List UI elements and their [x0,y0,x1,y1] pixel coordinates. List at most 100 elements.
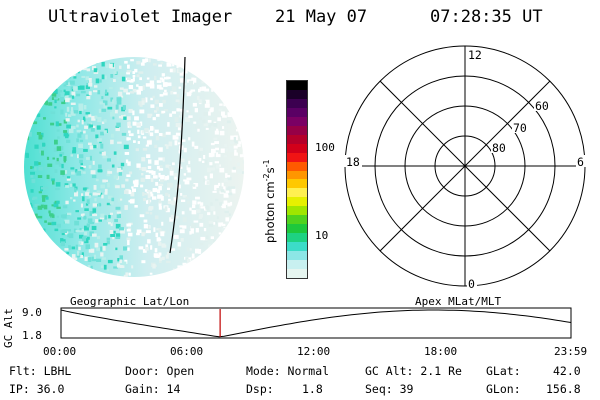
speckle-pixel [158,185,162,191]
speckle-pixel [90,170,96,175]
speckle-pixel [85,76,89,81]
speckle-pixel [150,104,155,108]
speckle-pixel [121,184,125,188]
speckle-pixel [51,178,55,182]
speckle-pixel [177,196,182,200]
speckle-pixel [116,100,122,105]
speckle-pixel [109,200,114,205]
speckle-pixel [66,139,71,143]
speckle-pixel [72,150,77,154]
speckle-pixel [183,83,187,86]
speckle-pixel [75,244,78,250]
speckle-pixel [202,119,206,124]
speckle-pixel [87,218,93,223]
speckle-pixel [132,71,136,74]
speckle-pixel [79,85,85,90]
speckle-pixel [167,122,170,127]
speckle-pixel [136,229,142,233]
speckle-pixel [62,205,68,209]
speckle-pixel [159,259,162,263]
speckle-pixel [156,228,161,231]
speckle-pixel [108,218,113,224]
speckle-pixel [161,73,165,77]
colorbar-swatch [287,125,307,135]
speckle-pixel [160,231,165,237]
terminator-line [169,56,186,254]
speckle-pixel [110,212,113,215]
speckle-pixel [73,228,77,233]
speckle-pixel [70,86,75,92]
speckle-pixel [155,182,159,186]
timeline-left-title: Geographic Lat/Lon [70,295,190,308]
speckle-pixel [142,136,147,139]
speckle-pixel [114,218,118,223]
speckle-pixel [161,110,166,114]
info-door: Door: Open [125,364,195,378]
speckle-pixel [121,166,126,170]
speckle-pixel [100,265,104,268]
speckle-pixel [71,254,76,259]
speckle-pixel [53,147,59,152]
speckle-pixel [196,95,200,100]
speckle-pixel [204,175,208,180]
speckle-pixel [102,246,106,251]
speckle-pixel [93,254,96,259]
speckle-pixel [64,134,70,137]
speckle-pixel [210,167,215,171]
speckle-pixel [228,192,233,196]
speckle-pixel [242,171,244,174]
speckle-pixel [160,62,163,65]
speckle-pixel [122,105,126,110]
speckle-pixel [224,210,229,214]
speckle-pixel [78,241,82,245]
speckle-pixel [30,189,34,193]
speckle-pixel [166,252,170,255]
speckle-pixel [214,141,219,144]
speckle-pixel [61,100,66,105]
colorbar [286,80,308,279]
speckle-pixel [47,208,50,211]
speckle-pixel [106,237,111,241]
speckle-pixel [195,228,199,233]
speckle-pixel [128,133,134,137]
speckle-pixel [124,205,128,210]
speckle-pixel [209,162,213,166]
info-gc-alt: GC Alt: 2.1 Re [365,364,462,378]
speckle-pixel [147,190,151,193]
speckle-pixel [199,242,204,246]
speckle-pixel [203,228,207,232]
speckle-pixel [96,193,101,196]
speckle-pixel [153,227,156,232]
speckle-pixel [160,174,165,180]
speckle-pixel [180,193,183,196]
speckle-pixel [231,169,236,173]
speckle-pixel [168,165,171,170]
speckle-pixel [193,121,197,124]
colorbar-swatch [287,206,307,216]
speckle-pixel [146,200,149,204]
speckle-pixel [48,102,53,106]
speckle-pixel [76,124,79,128]
speckle-pixel [70,102,76,105]
speckle-pixel [215,147,219,151]
speckle-pixel [67,229,71,232]
speckle-pixel [126,174,131,177]
speckle-pixel [115,233,121,238]
speckle-pixel [36,113,41,118]
speckle-pixel [51,214,55,218]
speckle-pixel [73,76,77,79]
timeline-xtick-0: 00:00 [43,345,77,358]
speckle-pixel [164,144,168,147]
speckle-pixel [112,116,115,120]
speckle-pixel [57,123,62,126]
speckle-pixel [79,139,84,142]
speckle-pixel [161,256,165,260]
speckle-pixel [121,270,125,274]
speckle-pixel [129,171,133,175]
speckle-pixel [103,151,106,156]
speckle-pixel [171,111,176,114]
speckle-pixel [61,232,66,236]
speckle-pixel [91,115,96,121]
speckle-pixel [156,80,162,83]
speckle-pixel [199,203,202,209]
